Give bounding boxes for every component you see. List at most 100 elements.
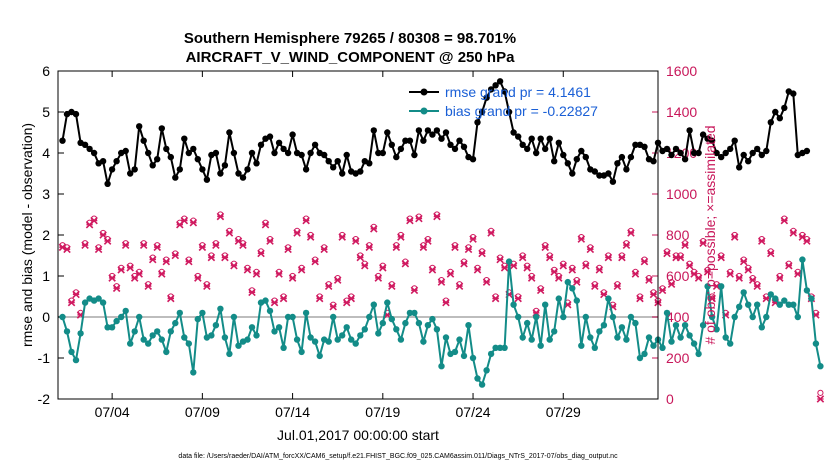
bias-point	[677, 334, 684, 341]
bias-point	[104, 324, 111, 331]
rmse-point	[307, 149, 314, 157]
rmse-point	[501, 88, 508, 95]
obs-assimilated-marker	[356, 253, 365, 262]
obs-assimilated-marker	[645, 276, 653, 284]
obs-assimilated-marker	[753, 282, 762, 291]
bias-point	[596, 328, 603, 335]
obs-assimilated-marker	[153, 243, 162, 252]
obs-assimilated-marker	[685, 261, 694, 270]
obs-assimilated-marker	[455, 282, 464, 291]
rmse-point	[474, 119, 481, 126]
obs-assimilated-marker	[604, 253, 613, 262]
obs-assimilated-marker	[388, 282, 396, 291]
bias-point	[699, 322, 707, 329]
rmse-point	[469, 156, 477, 163]
rmse-point	[605, 170, 612, 177]
rmse-point	[239, 174, 247, 181]
bias-point	[451, 348, 459, 356]
obs-assimilated-marker	[189, 218, 198, 227]
obs-assimilated-marker	[338, 233, 346, 241]
bias-point	[311, 338, 319, 345]
rmse-point	[492, 82, 499, 89]
rmse-point	[388, 141, 395, 148]
obs-assimilated-marker	[640, 257, 649, 266]
obs-assimilated-marker	[573, 278, 581, 286]
bias-point	[397, 336, 405, 343]
obs-assimilated-marker	[144, 282, 152, 291]
bias-point	[478, 381, 486, 388]
bias-point	[812, 340, 820, 347]
rmse-point	[573, 156, 580, 163]
rmse-point	[460, 143, 468, 150]
bias-point	[99, 299, 107, 306]
y-tick-label-right: 1400	[666, 104, 697, 120]
rmse-point	[447, 141, 454, 148]
obs-count-markers	[58, 211, 825, 403]
bias-point	[776, 301, 783, 308]
rmse-point	[731, 137, 738, 144]
rmse-point	[505, 108, 513, 116]
bias-point	[221, 334, 229, 341]
obs-assimilated-marker	[703, 268, 712, 276]
plot-frame	[57, 70, 659, 400]
bias-point	[334, 336, 341, 343]
bias-point	[474, 375, 481, 382]
obs-assimilated-marker	[559, 261, 568, 270]
obs-assimilated-marker	[121, 241, 130, 250]
rmse-point	[699, 131, 707, 138]
obs-assimilated-marker	[311, 257, 319, 266]
bias-point	[487, 350, 495, 358]
bias-point	[785, 301, 792, 308]
rmse-point	[578, 147, 585, 155]
rmse-point	[199, 166, 206, 173]
rmse-point	[113, 158, 120, 165]
obs-assimilated-marker	[324, 282, 333, 291]
rmse-point	[551, 158, 558, 165]
rmse-point	[695, 149, 702, 157]
bias-point	[641, 350, 648, 358]
rmse-point	[298, 151, 305, 159]
rmse-point	[478, 108, 486, 116]
bias-point	[118, 313, 125, 321]
rmse-point	[176, 166, 183, 173]
obs-assimilated-marker	[370, 225, 378, 233]
obs-assimilated-marker	[527, 274, 536, 282]
bias-point	[745, 301, 752, 308]
rmse-point	[429, 131, 436, 138]
rmse-point	[244, 166, 251, 173]
bias-point	[542, 301, 549, 308]
obs-assimilated-marker	[789, 229, 798, 237]
obs-assimilated-marker	[780, 216, 789, 225]
y-tick-label-left: 2	[42, 227, 50, 243]
obs-assimilated-marker	[748, 276, 757, 284]
bias-point	[433, 326, 441, 333]
bias-point	[749, 313, 756, 321]
obs-assimilated-marker	[171, 251, 180, 260]
rmse-point	[641, 143, 648, 150]
bias-point	[609, 313, 617, 321]
bias-point	[293, 336, 301, 343]
rmse-point	[420, 137, 427, 144]
rmse-point	[289, 131, 296, 138]
bias-point	[131, 328, 138, 335]
bias-point	[560, 313, 567, 321]
rmse-point	[537, 135, 544, 142]
rmse-point	[99, 158, 107, 165]
x-tick-label: 07/24	[456, 404, 491, 420]
bias-point	[492, 344, 499, 351]
obs-assimilated-marker	[365, 243, 374, 252]
obs-assimilated-marker	[194, 274, 202, 282]
obs-assimilated-marker	[767, 249, 775, 258]
rmse-point	[718, 153, 725, 161]
rmse-point	[330, 164, 337, 171]
obs-assimilated-marker	[518, 253, 527, 262]
bias-point	[298, 348, 305, 356]
bias-point	[226, 350, 233, 358]
bias-point	[573, 297, 580, 304]
y-tick-label-left: 5	[42, 104, 50, 120]
y-tick-label-left: 0	[42, 309, 50, 325]
obs-assimilated-marker	[270, 298, 279, 307]
obs-assimilated-marker	[568, 266, 577, 274]
obs-assimilated-marker	[406, 216, 414, 225]
